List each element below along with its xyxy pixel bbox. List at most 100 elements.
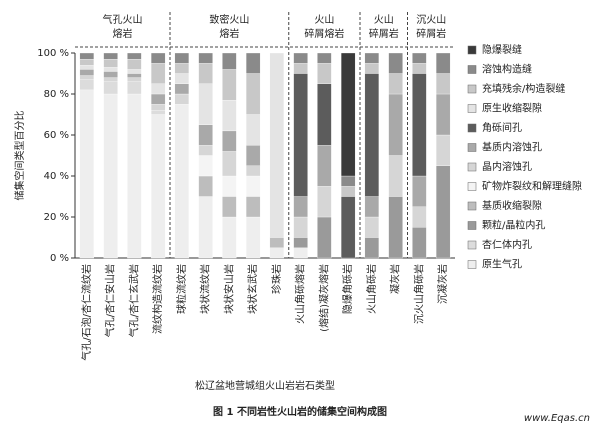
bar-segment [293,196,308,218]
bar-segment [269,247,285,259]
bar-segment [340,196,356,259]
legend-label: 充填残余/构造裂缝 [482,82,565,95]
bar-segment [222,196,237,218]
x-tick-label: 火山角砾岩 [365,264,378,314]
legend-label: 基质内溶蚀孔 [482,141,542,154]
bar-segment [127,93,142,259]
bar-segment [317,216,332,259]
bar-segment [364,63,380,74]
bar-segment [412,206,427,228]
legend-swatch [467,123,477,133]
group-title: 气孔火山 [103,13,143,26]
bar-segment [150,63,166,84]
bar-segment [317,186,332,218]
bar-segment [317,145,332,187]
bar-segment [150,93,166,105]
y-tick-label: 60 % [44,130,69,141]
bar-segment [79,75,95,80]
bar-segment [103,93,118,259]
bar-segment [412,175,427,207]
y-tick-label: 100 % [37,48,69,59]
bar-segment [127,81,142,95]
bar-segment [174,73,190,84]
bar-segment [103,71,118,78]
legend-label: 晶内溶蚀孔 [482,160,532,173]
group-title: 沉火山 [416,13,446,26]
bar-segment [103,81,118,95]
legend-swatch [467,84,477,94]
x-tick-label: 球粒流纹岩 [175,264,188,314]
bar-segment [293,247,308,259]
bar-segment [150,83,166,95]
x-tick-label: 流纹构造流纹岩 [151,264,164,334]
bar-segment [245,114,261,146]
bar-segment [388,52,403,74]
x-axis-title: 松辽盆地营城组火山岩岩石类型 [195,379,335,392]
bar-segment [127,52,142,60]
bar-segment [317,63,332,84]
x-tick-label: 隐爆角砾岩 [341,264,354,314]
bar-segment [435,93,451,136]
group-title: 熔岩 [219,27,239,40]
bar-segment [174,83,190,95]
x-tick-label: 珍珠岩 [270,264,283,294]
bar-segment [388,155,403,197]
legend-label: 杏仁体内孔 [482,238,532,251]
bar-segment [222,52,237,70]
bar-segment [198,124,213,146]
bar-segment [198,145,213,156]
bar-segment [198,175,213,197]
bar-segment [198,196,213,259]
bar-segment [79,59,95,66]
bar-segment [269,237,285,248]
legend-swatch [467,143,477,152]
bar-segment [150,52,166,64]
bar-segment [293,63,308,74]
x-tick-label: 沉凝灰岩 [436,264,449,304]
bar-segment [412,73,427,177]
bar-segment [435,52,451,74]
bar-segment [245,145,261,166]
bar-segment [245,165,261,177]
bar-segment [293,52,308,64]
bar-segment [245,52,261,74]
caption: 图 1 不同岩性火山岩的储集空间构成图 [213,405,387,418]
bar-segment [79,69,95,76]
bar-segment [364,196,380,218]
x-tick-label: 凝灰岩 [389,264,402,294]
y-tick-label: 0 % [50,253,69,264]
bar-segment [364,237,380,259]
bar-segment [245,216,261,259]
bar-segment [412,227,427,259]
bar-segment [222,216,237,259]
legend-swatch [467,182,477,191]
bar-segment [293,73,308,197]
bar-segment [150,104,166,111]
bar-segment [412,52,427,64]
bar-segment [79,65,95,70]
bar-segment [198,52,213,64]
bar-segment [150,114,166,259]
bar-segment [340,175,356,187]
bar-segment [174,104,190,259]
x-tick-label: 块状流纹岩 [199,264,212,314]
bar-segment [340,52,356,177]
watermark: www.Eqas.cn [524,413,590,424]
bar-segment [317,52,332,64]
bar-segment [388,93,403,156]
legend-label: 基质收缩裂隙 [482,199,542,212]
legend-swatch [467,201,477,211]
bar-segment [174,93,190,105]
bar-segment [293,237,308,248]
group-title: 碎屑岩 [416,27,446,40]
bar-segment [222,69,237,101]
bar-segment [245,175,261,197]
bar-segment [293,216,308,238]
group-title: 碎屑岩 [369,27,399,40]
group-title: 火山 [374,14,394,26]
x-tick-label: (熔结)凝灰熔岩 [317,264,330,332]
bar-segment [269,52,285,238]
y-axis-title: 储集空间类型百分比 [13,111,26,201]
bar-segment [79,79,95,91]
y-tick-label: 40 % [44,171,69,182]
